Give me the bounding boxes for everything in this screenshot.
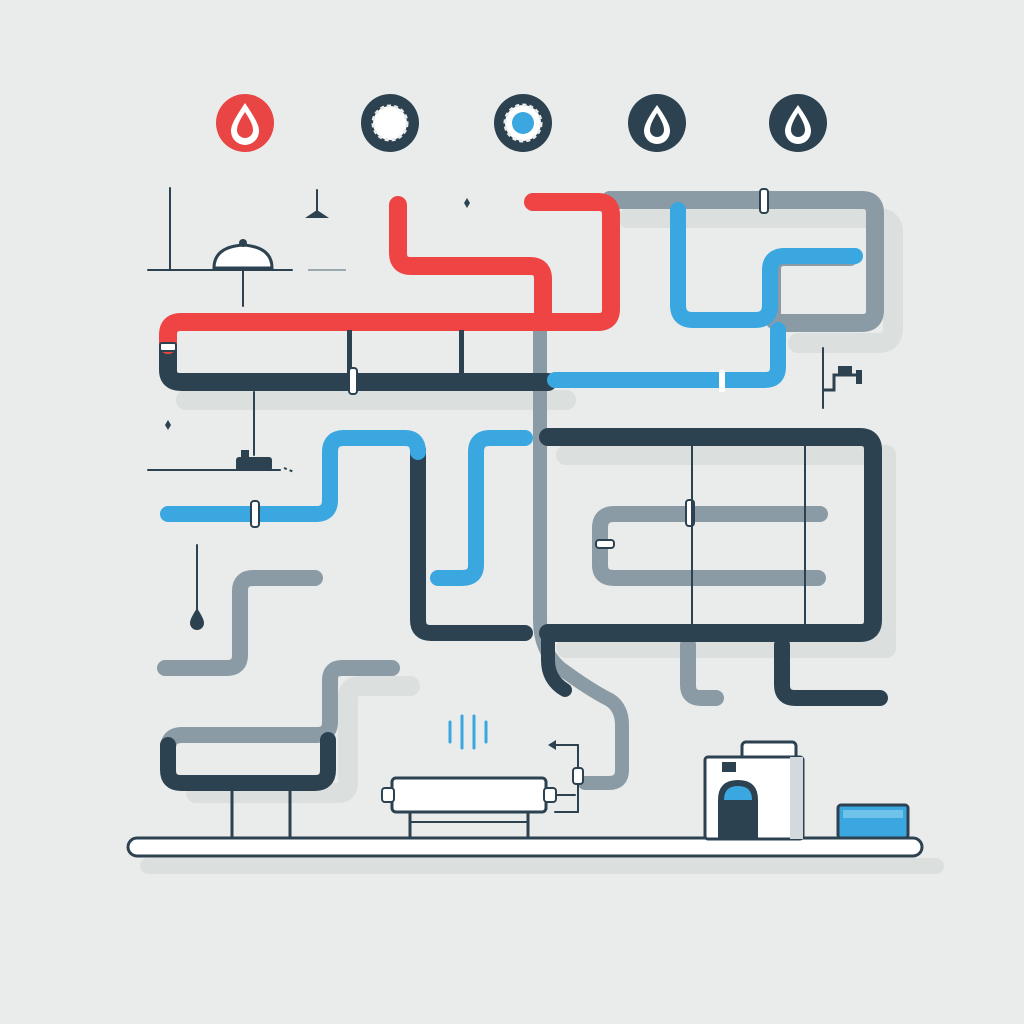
pipe-shadows — [140, 208, 944, 874]
cold-pipe-left-run — [160, 430, 426, 522]
dark-pipe-u-bend — [410, 442, 533, 641]
dark-pipe-main-header — [159, 331, 557, 391]
water-heater-icon — [703, 740, 805, 841]
cold-pipe-center-u — [430, 430, 533, 586]
gray-pipe-inner-loop — [592, 506, 828, 586]
legend-row — [216, 94, 827, 152]
radiator-feed-line — [548, 740, 584, 813]
dripping-tap-icon — [190, 544, 204, 630]
dark-pipes — [159, 331, 888, 791]
ceiling-lamp-icon — [147, 187, 470, 430]
wall-valve-icon — [147, 391, 295, 473]
hot-water-drop-icon — [216, 94, 274, 152]
valve-icon — [494, 94, 552, 152]
faucet-icon — [822, 347, 862, 409]
dark-pipe-center-drop — [541, 626, 572, 697]
radiator-icon — [381, 776, 557, 838]
cold-pipe-header — [547, 322, 786, 388]
gear-icon — [361, 94, 419, 152]
dark-pipe-right-frame — [539, 428, 882, 642]
dark-pipe-right-drop — [774, 637, 888, 706]
hot-pipe-s-bend — [389, 196, 552, 331]
hot-pipe-header — [159, 193, 620, 354]
pipe-couplings — [159, 188, 806, 626]
gray-pipe-short-drop — [680, 637, 724, 706]
hot-water-pipes — [159, 193, 620, 354]
water-drop-icon — [628, 94, 686, 152]
water-tank-icon — [836, 803, 910, 840]
water-drop-icon — [769, 94, 827, 152]
floor-base — [126, 836, 924, 858]
dark-pipe-lower-left — [160, 732, 336, 791]
cold-pipe-right-loop — [670, 202, 863, 328]
table-stand — [230, 790, 292, 838]
cold-water-pipes — [160, 202, 863, 586]
steam-lines-icon — [448, 714, 488, 750]
gray-pipe-left-stair — [157, 570, 323, 676]
